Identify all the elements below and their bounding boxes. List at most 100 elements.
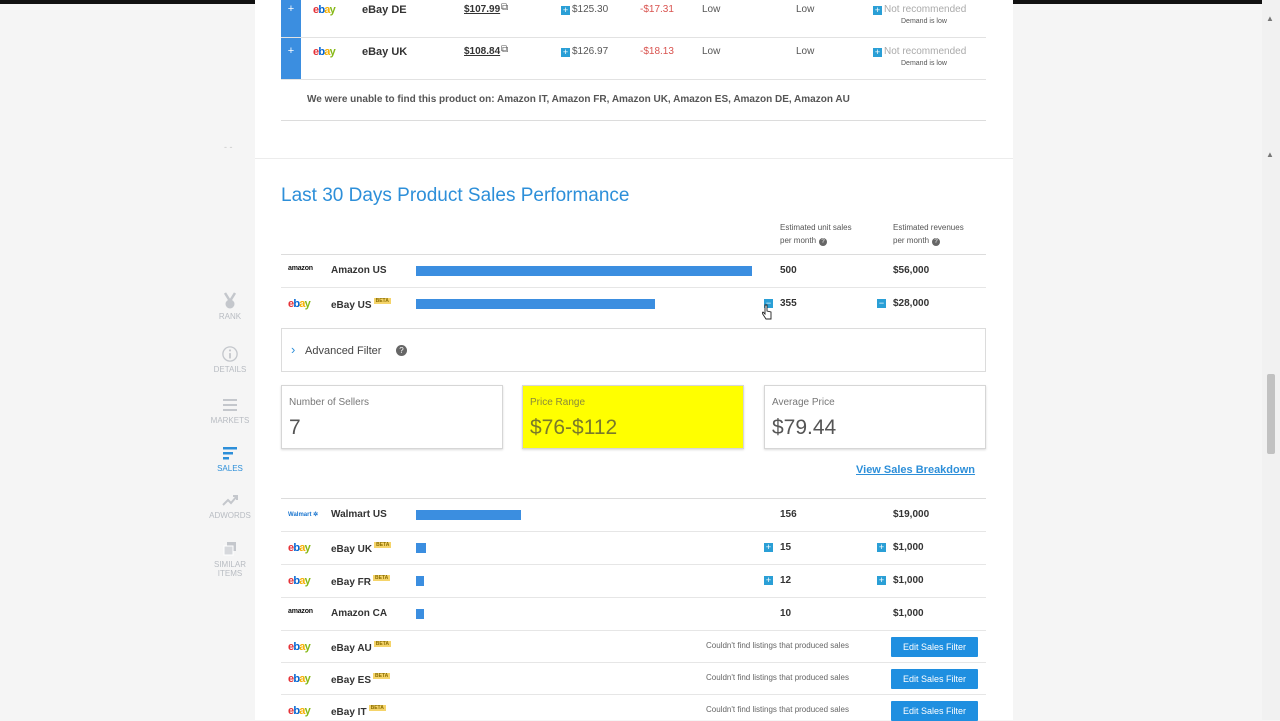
help-icon[interactable]: ? <box>819 238 828 246</box>
recommendation: + Not recommended <box>873 4 966 15</box>
recommendation-subtext: Demand is low <box>901 60 947 67</box>
sidebar-item-markets[interactable]: MARKETS <box>205 396 255 425</box>
help-icon[interactable]: ? <box>396 345 407 356</box>
edit-sales-filter-button[interactable]: Edit Sales Filter <box>891 701 978 721</box>
revenue: $56,000 <box>893 265 930 276</box>
buybox-price: + $126.97 <box>561 46 608 57</box>
beta-badge: BETA <box>373 575 391 581</box>
market-name: Amazon US <box>331 265 387 276</box>
market-name-text: eBay FR <box>331 577 372 588</box>
revenue: $28,000 <box>893 298 930 309</box>
ebay-logo: ebay <box>313 46 336 58</box>
market-name-text: Amazon US <box>331 265 387 276</box>
expand-button[interactable]: + <box>281 0 301 37</box>
plus-icon[interactable]: + <box>873 5 882 15</box>
competition-level: Low <box>796 46 815 57</box>
advanced-filter-label: Advanced Filter <box>305 345 382 357</box>
section-title: Last 30 Days Product Sales Performance <box>281 185 630 206</box>
beta-badge: BETA <box>368 705 386 711</box>
ebay-logo: ebay <box>288 575 311 587</box>
plus-icon[interactable]: + <box>561 47 570 57</box>
advanced-filter[interactable]: › Advanced Filter ? <box>281 328 986 372</box>
sidebar-item-similar-items[interactable]: SIMILAR ITEMS <box>205 540 255 578</box>
beta-badge: BETA <box>374 542 392 548</box>
no-sales-message: Couldn't find listings that produced sal… <box>706 673 849 682</box>
expand-button[interactable]: + <box>281 38 301 79</box>
ebay-logo: ebay <box>288 641 311 653</box>
edit-sales-filter-button[interactable]: Edit Sales Filter <box>891 669 978 689</box>
trend-icon <box>222 495 238 506</box>
market-name: eBay UK <box>362 46 408 58</box>
amazon-logo: amazon <box>288 265 313 272</box>
plus-icon[interactable]: + <box>873 47 882 57</box>
sales-bar <box>416 266 752 276</box>
sales-row-ebay-uk: ebay eBay UK BETA + 15 + $1,000 <box>281 532 986 565</box>
sidebar-item-sales[interactable]: SALES <box>205 444 255 473</box>
market-name-text: Amazon CA <box>331 608 388 619</box>
price-link[interactable]: $108.84 <box>464 46 501 57</box>
view-sales-breakdown-link[interactable]: View Sales Breakdown <box>856 464 976 476</box>
sales-icon <box>223 447 237 460</box>
collapse-revenue-button[interactable]: − <box>877 298 886 308</box>
recommendation-text: Not recommended <box>884 4 967 15</box>
unit-sales: 355 <box>780 298 797 309</box>
sidebar: RANK DETAILS MARKETS SALES ADWORDS SIMIL… <box>205 0 255 720</box>
sales-bar <box>416 543 426 553</box>
scroll-up-arrow-icon[interactable]: ▲ <box>1266 14 1274 23</box>
plus-icon[interactable]: + <box>561 5 570 15</box>
scrollbar[interactable] <box>1262 0 1280 720</box>
section-separator <box>255 158 1013 159</box>
help-icon[interactable]: ? <box>932 238 941 246</box>
card-value: 7 <box>289 416 301 439</box>
sidebar-item-label: RANK <box>218 312 242 321</box>
external-link-icon[interactable]: ⧉ <box>501 2 509 13</box>
header-line: per month <box>893 236 930 245</box>
card-label: Price Range <box>530 397 586 408</box>
card-label: Average Price <box>772 397 835 408</box>
recommendation-text: Not recommended <box>884 46 967 57</box>
market-row-ebay-de: + ebay eBay DE $107.99 ⧉ + $125.30 -$17.3… <box>281 0 986 38</box>
sales-row-ebay-it: ebay eBay IT BETA Couldn't find listings … <box>281 695 986 721</box>
market-name-text: eBay AU <box>331 643 372 654</box>
header-line: Estimated revenues <box>893 223 964 232</box>
scroll-up-arrow-icon[interactable]: ▲ <box>1266 150 1274 159</box>
no-sales-message: Couldn't find listings that produced sal… <box>706 641 849 650</box>
scrollbar-thumb[interactable] <box>1267 374 1275 454</box>
unit-sales: 156 <box>780 509 797 520</box>
recommendation: + Not recommended <box>873 46 966 57</box>
ebay-logo: ebay <box>288 673 311 685</box>
expand-units-button[interactable]: + <box>764 542 773 552</box>
sales-bar <box>416 299 655 309</box>
units-column-header: Estimated unit sales per month? <box>780 221 852 247</box>
copy-icon <box>223 542 236 556</box>
chevron-right-icon: › <box>291 342 296 357</box>
market-name: eBay IT BETA <box>331 705 386 718</box>
sales-row-amazon-us: amazon Amazon US 500 $56,000 <box>281 255 986 288</box>
market-name-text: Walmart US <box>331 509 387 520</box>
edit-sales-filter-button[interactable]: Edit Sales Filter <box>891 637 978 657</box>
sidebar-dash: - - <box>224 142 233 152</box>
collapse-units-button[interactable]: − <box>764 298 773 308</box>
sales-row-walmart-us: Walmart ✲ Walmart US 156 $19,000 <box>281 499 986 532</box>
card-label: Number of Sellers <box>289 397 370 408</box>
revenue: $1,000 <box>893 575 924 586</box>
sidebar-item-adwords[interactable]: ADWORDS <box>205 491 255 520</box>
price-link[interactable]: $107.99 <box>464 4 501 15</box>
market-name: Walmart US <box>331 509 387 520</box>
market-name: eBay AU BETA <box>331 641 392 654</box>
unit-sales: 12 <box>780 575 792 586</box>
walmart-logo: Walmart ✲ <box>288 512 319 518</box>
card-value: $79.44 <box>772 416 837 439</box>
external-link-icon[interactable]: ⧉ <box>501 44 509 55</box>
price-difference: -$17.31 <box>640 4 674 15</box>
price-range-card: Price Range $76-$112 <box>522 385 744 449</box>
divider <box>281 120 986 121</box>
expand-units-button[interactable]: + <box>764 575 773 585</box>
expand-revenue-button[interactable]: + <box>877 575 886 585</box>
sidebar-item-details[interactable]: DETAILS <box>205 345 255 374</box>
expand-revenue-button[interactable]: + <box>877 542 886 552</box>
header-line: per month <box>780 236 817 245</box>
buybox-price-value: $125.30 <box>572 4 609 15</box>
sidebar-item-label: ADWORDS <box>209 511 251 520</box>
sidebar-item-rank[interactable]: RANK <box>205 292 255 321</box>
